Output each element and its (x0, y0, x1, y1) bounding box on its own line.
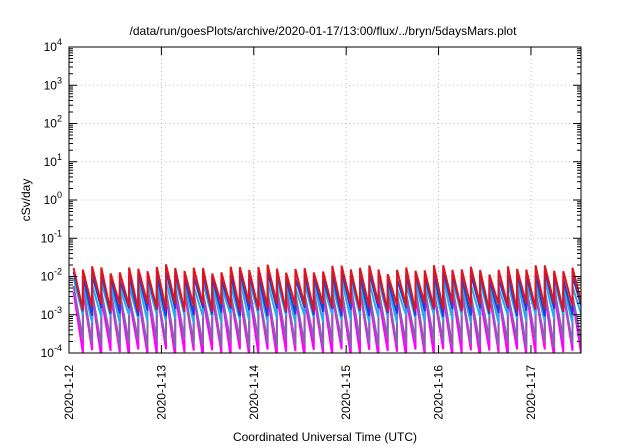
x-tick-label: 2020-1-16 (432, 365, 446, 420)
y-tick-label: 104 (44, 37, 62, 54)
y-tick-label: 100 (44, 190, 62, 207)
y-tick-label: 10-3 (41, 305, 62, 322)
y-tick-label: 10-1 (41, 228, 62, 245)
series-line (72, 270, 581, 317)
x-tick-label: 2020-1-14 (247, 365, 261, 420)
series-line (72, 277, 581, 324)
x-axis-label: Coordinated Universal Time (UTC) (233, 430, 417, 444)
y-tick-label: 10-2 (41, 267, 62, 284)
series-line (72, 264, 581, 312)
y-tick-label: 101 (44, 152, 62, 169)
y-tick-label: 102 (44, 114, 62, 131)
y-tick-labels: 10-4 10-3 10-2 10-1 100 101 102 103 104 (41, 37, 62, 360)
axis-ticks (68, 46, 581, 354)
y-tick-label: 10-4 (41, 343, 62, 360)
chart-title: /data/run/goesPlots/archive/2020-01-17/1… (130, 24, 518, 38)
x-tick-labels: 2020-1-12 2020-1-13 2020-1-14 2020-1-15 2020… (62, 365, 538, 420)
x-tick-label: 2020-1-17 (524, 365, 538, 420)
y-axis-label: cSv/day (19, 179, 33, 222)
x-tick-label: 2020-1-15 (339, 365, 353, 420)
data-series (72, 264, 581, 353)
x-tick-label: 2020-1-12 (62, 365, 76, 420)
series-line (72, 285, 581, 349)
x-tick-label: 2020-1-13 (154, 365, 168, 420)
y-tick-label: 103 (44, 75, 62, 92)
